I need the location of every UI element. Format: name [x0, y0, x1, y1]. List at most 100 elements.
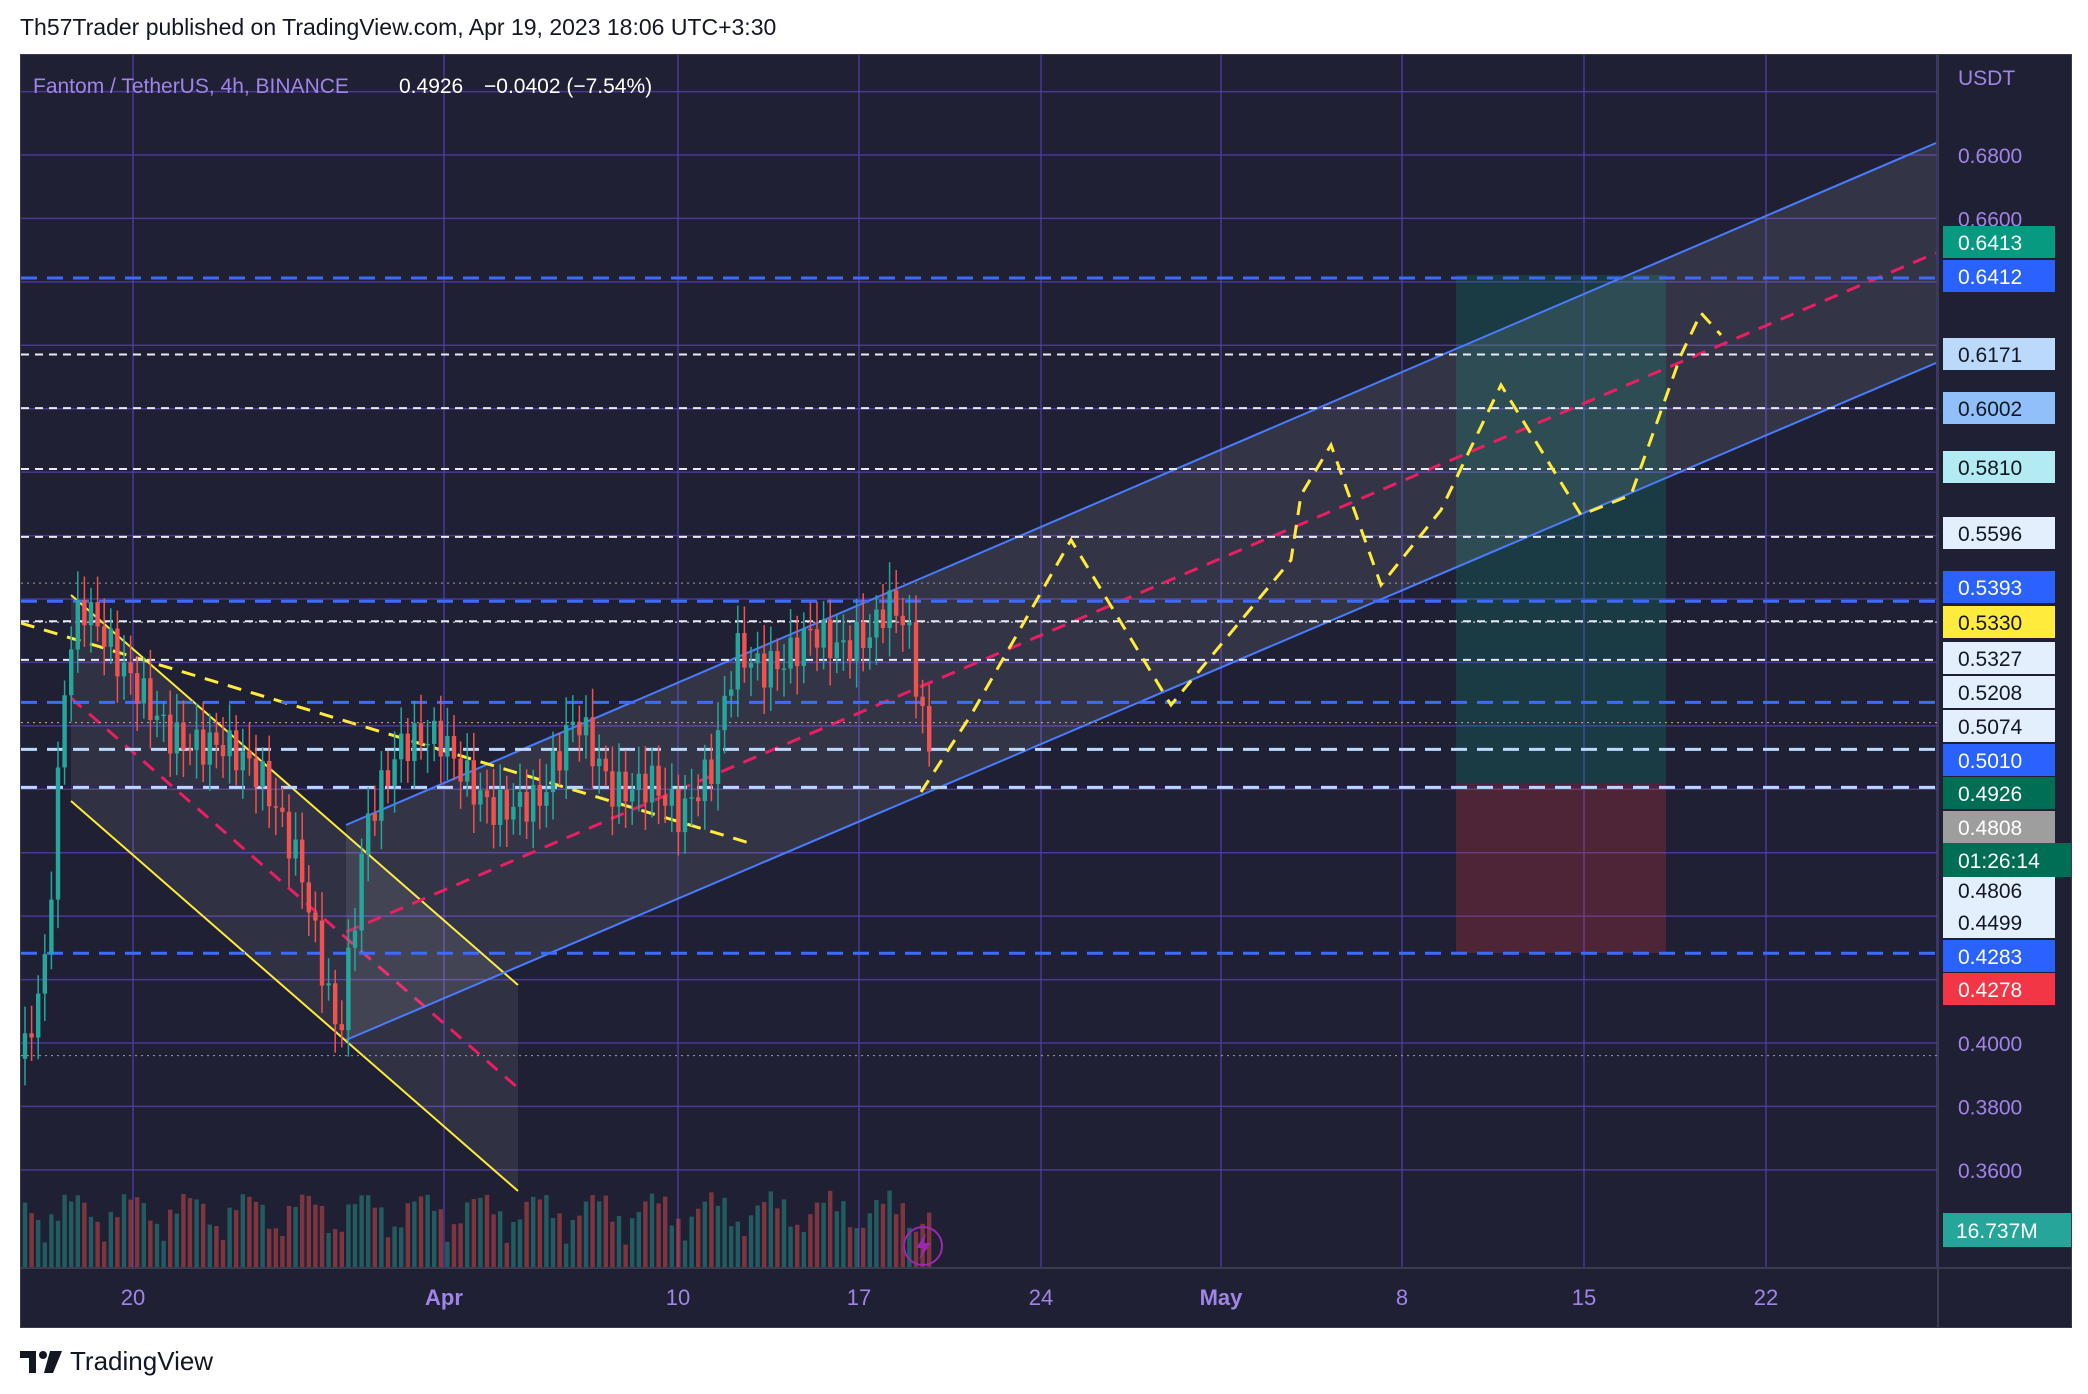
candle-body — [141, 678, 146, 704]
candle-body — [484, 790, 490, 798]
candle-body — [319, 920, 325, 986]
candle-body — [781, 668, 787, 671]
symbol-legend: Fantom / TetherUS, 4h, BINANCE — [33, 75, 349, 98]
volume-bar — [154, 1223, 160, 1268]
volume-bar — [491, 1214, 496, 1268]
price-tag-bg — [1943, 451, 2055, 483]
candle-body — [702, 759, 707, 802]
volume-bar — [102, 1241, 107, 1268]
candle-body — [808, 628, 813, 631]
volume-bar — [841, 1201, 846, 1268]
candle-body — [854, 621, 859, 662]
volume-bar — [161, 1240, 166, 1268]
volume-bar — [927, 1212, 932, 1268]
currency-label: USDT — [1958, 67, 2015, 90]
volume-bar — [834, 1211, 839, 1268]
publisher-info: Th57Trader published on TradingView.com,… — [20, 14, 777, 40]
volume-bar — [412, 1201, 417, 1268]
price-tag-bg — [1943, 710, 2055, 742]
candle-body — [669, 788, 674, 806]
volume-bar — [907, 1227, 912, 1268]
volume-bar — [379, 1207, 384, 1268]
price-chart[interactable]: Fantom / TetherUS, 4h, BINANCE 0.4926 −0… — [20, 55, 2071, 1327]
volume-bar — [62, 1194, 67, 1268]
price-tag-label: 0.5074 — [1958, 716, 2023, 739]
ascending-channel-upper — [345, 142, 1937, 826]
price-tag-label: 0.5596 — [1958, 523, 2022, 546]
candle-body — [405, 733, 410, 762]
candle-body — [524, 792, 529, 822]
candle-body — [451, 736, 457, 759]
candle-body — [880, 609, 886, 629]
candlesticks — [22, 562, 932, 1086]
candle-body — [847, 640, 853, 662]
volume-bar — [788, 1226, 793, 1268]
volume-bar — [445, 1241, 450, 1268]
volume-bar — [537, 1199, 542, 1268]
candle-body — [55, 767, 61, 900]
volume-bar — [273, 1228, 278, 1268]
price-tag-label: 0.5327 — [1958, 648, 2022, 671]
time-tick-label: 24 — [1029, 1285, 1053, 1310]
candle-body — [715, 730, 721, 785]
candle-body — [326, 983, 331, 986]
candle-body — [102, 626, 107, 647]
volume-bar — [630, 1218, 635, 1268]
volume-bar — [141, 1203, 146, 1268]
price-tag-bg — [1943, 642, 2055, 674]
volume-bar — [88, 1216, 94, 1268]
ascending-channel-mid — [345, 251, 1937, 934]
candle-body — [616, 771, 622, 807]
candle-body — [663, 795, 668, 806]
volume-bar — [676, 1218, 681, 1268]
candle-body — [42, 954, 47, 994]
volume-bar — [465, 1202, 470, 1268]
volume-bar — [306, 1195, 311, 1268]
price-tag-label: 0.4499 — [1958, 912, 2022, 935]
candle-body — [128, 662, 133, 674]
volume-bar — [128, 1199, 133, 1268]
candle-body — [630, 789, 635, 802]
volume-bar — [108, 1211, 113, 1268]
tradingview-logo-icon — [20, 1350, 62, 1373]
candle-body — [735, 633, 740, 690]
price-tag-label: 0.4806 — [1958, 880, 2022, 903]
volume-tag: 16.737M — [1956, 1220, 2038, 1243]
volume-bar — [821, 1202, 826, 1268]
volume-bar — [583, 1201, 589, 1268]
time-tick-label: Apr — [425, 1285, 463, 1310]
price-tag-bg — [1943, 811, 2055, 843]
chart-panel[interactable]: Fantom / TetherUS, 4h, BINANCE 0.4926 −0… — [20, 54, 2072, 1328]
volume-bar — [867, 1213, 872, 1268]
candle-body — [636, 773, 641, 790]
volume-bar — [240, 1194, 245, 1268]
volume-bar — [267, 1228, 272, 1268]
candle-body — [577, 721, 582, 736]
volume-bar — [319, 1205, 325, 1268]
candle-body — [465, 760, 470, 782]
candle-body — [379, 770, 384, 821]
candle-body — [907, 622, 912, 626]
volume-bar — [623, 1244, 628, 1268]
candle-body — [194, 729, 199, 751]
price-tag-label: 0.5393 — [1958, 577, 2022, 600]
descending-channel-mid — [70, 696, 519, 1090]
volume-bar — [894, 1214, 899, 1268]
volume-bar — [339, 1231, 344, 1268]
volume-bar — [847, 1227, 853, 1268]
volume-bar — [286, 1205, 292, 1268]
volume-bar — [590, 1195, 595, 1268]
price-tag-bg — [1943, 906, 2055, 938]
price-tick-label: 0.6800 — [1958, 145, 2022, 168]
volume-bar — [861, 1227, 866, 1268]
volume-bar — [55, 1220, 61, 1268]
lightning-icon[interactable] — [903, 1226, 943, 1266]
volume-bar — [696, 1208, 701, 1268]
candle-body — [174, 722, 179, 754]
footer: TradingView — [20, 1346, 213, 1377]
volume-bar — [828, 1190, 833, 1268]
candle-body — [339, 1024, 344, 1031]
candle-body — [550, 751, 556, 793]
candle-body — [300, 839, 305, 883]
price-tick-label: 0.4000 — [1958, 1033, 2022, 1056]
